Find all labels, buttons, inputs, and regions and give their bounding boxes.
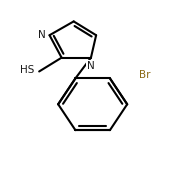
Text: N: N	[87, 61, 95, 71]
Text: N: N	[38, 30, 46, 40]
Text: HS: HS	[20, 65, 34, 75]
Text: Br: Br	[139, 70, 151, 80]
